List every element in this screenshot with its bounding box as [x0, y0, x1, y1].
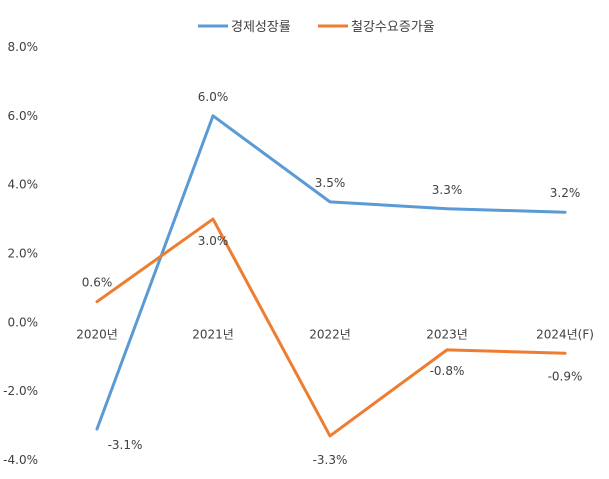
x-tick-label: 2021년	[192, 327, 234, 341]
x-axis: 2020년 2021년 2022년 2023년 2024년(F)	[76, 327, 594, 341]
series-lines	[95, 114, 567, 438]
data-label: 0.6%	[82, 276, 113, 290]
legend-label: 경제성장률	[231, 20, 291, 35]
data-label: -3.1%	[108, 438, 143, 452]
data-labels: -3.1% 6.0% 3.5% 3.3% 3.2% 0.6% 3.0% -3.3% -0.8% -…	[82, 90, 583, 467]
data-label: 3.3%	[432, 183, 463, 197]
x-tick-label: 2023년	[426, 327, 468, 341]
y-tick-label: 4.0%	[8, 178, 39, 192]
y-tick-label: 0.0%	[8, 315, 39, 329]
data-label: 6.0%	[198, 90, 229, 104]
data-label: 3.2%	[550, 186, 581, 200]
data-label: 3.0%	[198, 234, 229, 248]
series-line-1	[95, 217, 567, 438]
data-label: -3.3%	[313, 453, 348, 467]
x-tick-label: 2024년(F)	[536, 327, 594, 341]
y-tick-label: 8.0%	[8, 40, 39, 54]
y-tick-label: -2.0%	[3, 384, 38, 398]
legend-label: 철강수요증가율	[351, 20, 435, 35]
data-label: 3.5%	[315, 176, 346, 190]
y-tick-label: -4.0%	[3, 453, 38, 467]
y-tick-label: 2.0%	[8, 247, 39, 261]
legend: 경제성장률 철강수요증가율	[198, 20, 435, 35]
series-line-0	[95, 114, 567, 431]
x-tick-label: 2022년	[309, 327, 351, 341]
data-label: -0.9%	[548, 369, 583, 383]
data-label: -0.8%	[430, 364, 465, 378]
y-axis: 8.0% 6.0% 4.0% 2.0% 0.0% -2.0% -4.0%	[3, 40, 38, 467]
y-tick-label: 6.0%	[8, 109, 39, 123]
x-tick-label: 2020년	[76, 327, 118, 341]
